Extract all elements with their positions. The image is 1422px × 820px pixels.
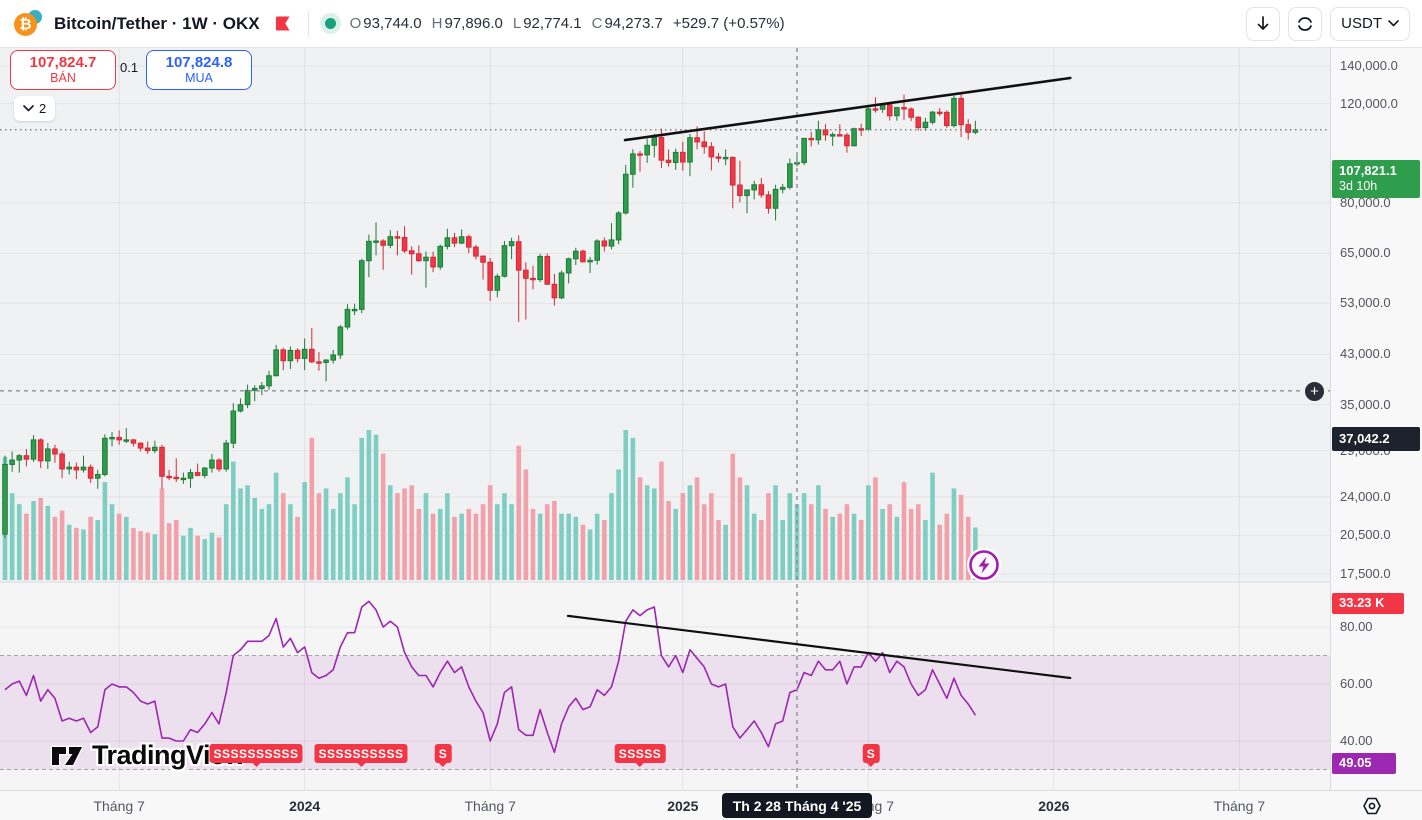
- ohlc-readout: O 93,744.0 H 97,896.0 L 92,774.1 C 94,273.7 …: [349, 15, 785, 32]
- fullscreen-icon: [1298, 16, 1313, 31]
- price-tick-label: 65,000.0: [1340, 245, 1391, 261]
- toolbar-divider: [307, 10, 309, 37]
- crosshair-price-label: 37,042.2: [1332, 427, 1420, 451]
- rsi-tick-label: 80.00: [1340, 619, 1373, 634]
- time-tick-label: 2024: [289, 798, 321, 814]
- time-tick-label: Tháng 7: [1213, 798, 1266, 814]
- high-value: 97,896.0: [444, 15, 503, 32]
- price-tick-label: 80,000.0: [1340, 194, 1391, 210]
- tradingview-glyph-icon: [50, 745, 84, 766]
- bitcoin-icon: ₿: [14, 12, 37, 36]
- buy-label: MUA: [185, 71, 213, 86]
- currency-selector[interactable]: USDT: [1330, 6, 1410, 41]
- boost-lightning-marker[interactable]: [967, 548, 1001, 582]
- chevron-down-icon: [1388, 20, 1399, 27]
- add-alert-plus-button[interactable]: +: [1303, 380, 1326, 403]
- bar-countdown: 3d 10h: [1339, 179, 1378, 194]
- close-value: 94,273.7: [604, 15, 663, 32]
- sell-signal-tag[interactable]: S: [434, 744, 452, 767]
- crosshair-time-label: Th 2 28 Tháng 4 '25: [722, 793, 872, 818]
- rsi-value-label: 49.05: [1332, 753, 1396, 774]
- sell-button[interactable]: 107,824.7 BÁN: [10, 50, 116, 90]
- last-price-label: 107,821.1 3d 10h: [1332, 160, 1420, 198]
- scroll-to-latest-button[interactable]: [1246, 6, 1281, 41]
- rsi-tick-label: 60.00: [1340, 676, 1373, 691]
- sell-signal-tag[interactable]: SSSSS: [614, 744, 666, 767]
- price-tick-label: 20,500.0: [1340, 527, 1391, 543]
- price-tick-label: 35,000.0: [1340, 396, 1391, 412]
- price-tick-label: 43,000.0: [1340, 346, 1391, 362]
- price-tick-label: 53,000.0: [1340, 295, 1391, 311]
- sell-signal-tag[interactable]: SSSSSSSSSS: [209, 744, 303, 767]
- market-status-dot[interactable]: [324, 18, 336, 29]
- spread-value: 0.1: [120, 60, 139, 75]
- price-tick-label: 140,000.0: [1340, 58, 1398, 73]
- volume-value-label: 33.23 K: [1332, 593, 1404, 614]
- change-value: +529.7 (+0.57%): [672, 15, 785, 32]
- timezone-settings-button[interactable]: [1360, 794, 1384, 818]
- arrow-down-icon: [1257, 15, 1269, 30]
- price-tick-label: 120,000.0: [1340, 95, 1398, 111]
- symbol-logo: ₿: [12, 9, 46, 39]
- collapse-count: 2: [39, 101, 47, 116]
- toolbar-right-group: USDT: [1246, 6, 1410, 41]
- fullscreen-button[interactable]: [1288, 6, 1323, 41]
- time-tick-label: Tháng 7: [464, 798, 516, 814]
- time-tick-label: 2025: [667, 798, 699, 814]
- sell-signal-tag[interactable]: SSSSSSSSSS: [314, 744, 408, 767]
- time-tick-label: Tháng 7: [93, 798, 145, 814]
- indicators-collapse-chip[interactable]: 2: [14, 96, 56, 121]
- currency-label: USDT: [1341, 15, 1382, 32]
- sell-label: BÁN: [50, 71, 76, 86]
- hexagon-settings-icon: [1363, 797, 1381, 815]
- buy-price: 107,824.8: [165, 54, 233, 72]
- flag-symbol-button[interactable]: [270, 10, 298, 38]
- symbol-title[interactable]: Bitcoin/Tether · 1W · OKX: [54, 13, 260, 33]
- low-value: 92,774.1: [523, 15, 582, 32]
- price-axis[interactable]: 40.0060.0080.0017,500.020,500.024,000.02…: [1330, 48, 1422, 790]
- chevron-down-icon: [23, 105, 34, 112]
- price-tick-label: 24,000.0: [1340, 488, 1391, 504]
- flag-icon: [275, 16, 290, 31]
- open-value: 93,744.0: [363, 15, 422, 32]
- time-tick-label: 2026: [1038, 798, 1070, 814]
- rsi-tick-label: 40.00: [1340, 733, 1373, 748]
- sell-signal-tag[interactable]: S: [862, 744, 880, 767]
- buy-button[interactable]: 107,824.8 MUA: [146, 50, 252, 90]
- sell-price: 107,824.7: [29, 54, 97, 72]
- price-tick-label: 17,500.0: [1340, 565, 1391, 581]
